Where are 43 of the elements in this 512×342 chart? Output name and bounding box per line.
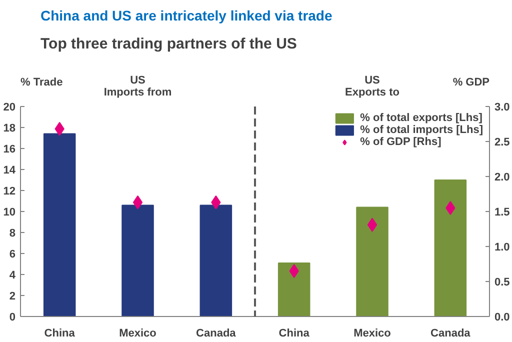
x-tick-label: China — [44, 328, 76, 340]
bar — [43, 133, 76, 316]
chart-subtitle: Top three trading partners of the US — [40, 36, 297, 52]
x-tick-label: Mexico — [354, 328, 392, 340]
bar — [200, 204, 232, 316]
y-tick-label: 16 — [3, 144, 16, 156]
x-tick-label: Canada — [196, 328, 237, 340]
y-tick-label: 18 — [3, 122, 16, 134]
y2-tick-label: 2.0 — [494, 172, 510, 184]
y-tick-label: 4 — [9, 270, 16, 282]
bar — [122, 204, 154, 316]
bar — [356, 206, 388, 316]
y-tick-label: 8 — [9, 228, 16, 240]
y-tick-label: 6 — [9, 248, 16, 260]
y2-tick-label: 3.0 — [494, 102, 510, 114]
x-tick-label: Canada — [430, 328, 472, 340]
bar — [434, 180, 467, 316]
y-tick-label: 12 — [3, 186, 16, 198]
legend-label: % of GDP [Rhs] — [360, 136, 442, 148]
point — [289, 264, 299, 278]
y2-tick-label: 1.0 — [494, 242, 510, 254]
y-tick-label: 2 — [9, 290, 16, 302]
point — [132, 195, 143, 210]
x-tick-label: Mexico — [119, 328, 157, 340]
y-tick-label: 20 — [3, 102, 16, 114]
y2-tick-label: 0.0 — [494, 312, 510, 324]
y-tick-label: 14 — [3, 164, 16, 176]
bar — [278, 262, 310, 316]
text: US Exports to — [345, 74, 400, 98]
y2-axis-title: % GDP — [452, 76, 490, 88]
y-axis-title: % Trade — [20, 76, 63, 88]
chart-title: China and US are intricately linked via trade — [40, 8, 332, 24]
legend-label: % of total imports [Lhs] — [360, 124, 483, 136]
y-tick-label: 0 — [9, 312, 16, 324]
y2-tick-label: 0.5 — [494, 276, 510, 288]
text: US Imports from — [104, 74, 172, 98]
point — [367, 218, 378, 232]
y2-tick-label: 2.5 — [494, 136, 510, 148]
y2-tick-label: 1.5 — [494, 206, 510, 218]
legend-label: % of total exports [Lhs] — [360, 112, 482, 124]
y-tick-label: 10 — [3, 206, 16, 218]
x-tick-label: China — [278, 328, 310, 340]
point — [446, 201, 456, 215]
